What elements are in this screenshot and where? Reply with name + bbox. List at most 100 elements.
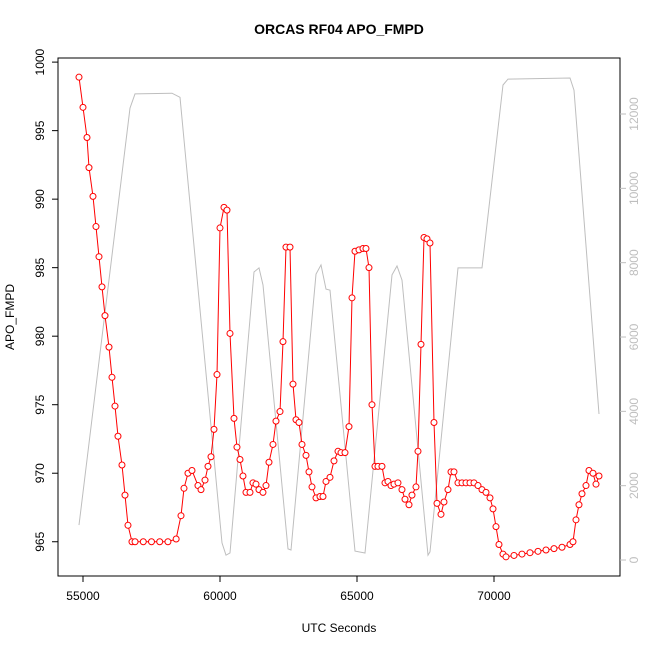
y-tick-label: 990: [33, 189, 47, 209]
point: [582, 482, 590, 490]
point: [305, 468, 313, 476]
point: [118, 461, 126, 469]
x-tick-label: 70000: [477, 589, 511, 603]
point: [319, 493, 327, 501]
point: [495, 540, 503, 548]
point: [492, 523, 500, 531]
point: [489, 505, 497, 513]
point: [398, 486, 406, 494]
point: [89, 192, 97, 200]
point: [433, 499, 441, 507]
point: [131, 538, 139, 546]
point: [259, 488, 267, 496]
point: [180, 484, 188, 492]
point: [223, 206, 231, 214]
point: [518, 550, 526, 558]
point: [108, 373, 116, 381]
point: [534, 547, 542, 555]
point: [550, 545, 558, 553]
y-tick-label: 980: [33, 326, 47, 346]
point: [85, 164, 93, 172]
y2-tick-label: 12000: [627, 97, 641, 131]
point: [177, 512, 185, 520]
point: [269, 440, 277, 448]
point: [589, 469, 597, 477]
point: [147, 538, 155, 546]
point: [474, 482, 482, 490]
point: [326, 473, 334, 481]
point: [298, 440, 306, 448]
point: [595, 472, 603, 480]
point: [252, 480, 260, 488]
point: [121, 491, 129, 499]
point: [95, 253, 103, 261]
point: [308, 483, 316, 491]
plot-box: [57, 57, 621, 577]
point: [201, 476, 209, 484]
point: [440, 498, 448, 506]
point: [286, 243, 294, 251]
point: [526, 549, 534, 557]
point: [246, 488, 254, 496]
point: [101, 312, 109, 320]
x-tick-label: 65000: [340, 589, 374, 603]
y-tick-label: 975: [33, 394, 47, 414]
point: [114, 432, 122, 440]
point: [236, 456, 244, 464]
point: [204, 462, 212, 470]
y-axis-label: APO_FMPD: [3, 284, 17, 350]
y2-tick-label: 4000: [627, 398, 641, 425]
point: [426, 239, 434, 247]
y2-tick-label: 10000: [627, 171, 641, 205]
point: [322, 477, 330, 485]
point: [412, 483, 420, 491]
y-tick-label: 970: [33, 463, 47, 483]
x-tick-label: 60000: [203, 589, 237, 603]
point: [265, 458, 273, 466]
point: [341, 449, 349, 457]
y2-tick-label: 2000: [627, 472, 641, 499]
point: [578, 490, 586, 498]
point: [414, 447, 422, 455]
point: [98, 283, 106, 291]
point: [207, 453, 215, 461]
point: [368, 401, 376, 409]
y-tick-label: 995: [33, 120, 47, 140]
point: [172, 535, 180, 543]
point: [139, 538, 147, 546]
point: [575, 501, 583, 509]
point: [401, 495, 409, 503]
point: [79, 103, 87, 111]
point: [450, 468, 458, 476]
y-tick-label: 1000: [33, 48, 47, 75]
y-tick-label: 965: [33, 531, 47, 551]
point: [279, 338, 287, 346]
point: [111, 402, 119, 410]
series-line: [78, 77, 600, 557]
point: [210, 425, 218, 433]
point: [430, 419, 438, 427]
point: [302, 451, 310, 459]
point: [482, 488, 490, 496]
y2-tick-label: 0: [627, 556, 641, 563]
point: [502, 553, 510, 561]
point: [216, 224, 224, 232]
point: [124, 521, 132, 529]
point: [405, 501, 413, 509]
point: [213, 371, 221, 379]
point: [592, 480, 600, 488]
point: [486, 494, 494, 502]
point: [444, 486, 452, 494]
point: [330, 457, 338, 465]
point: [558, 543, 566, 551]
point: [417, 340, 425, 348]
point: [226, 329, 234, 337]
point: [276, 408, 284, 416]
point: [378, 462, 386, 470]
point: [510, 551, 518, 559]
point: [572, 516, 580, 524]
point: [569, 538, 577, 546]
point: [262, 482, 270, 490]
